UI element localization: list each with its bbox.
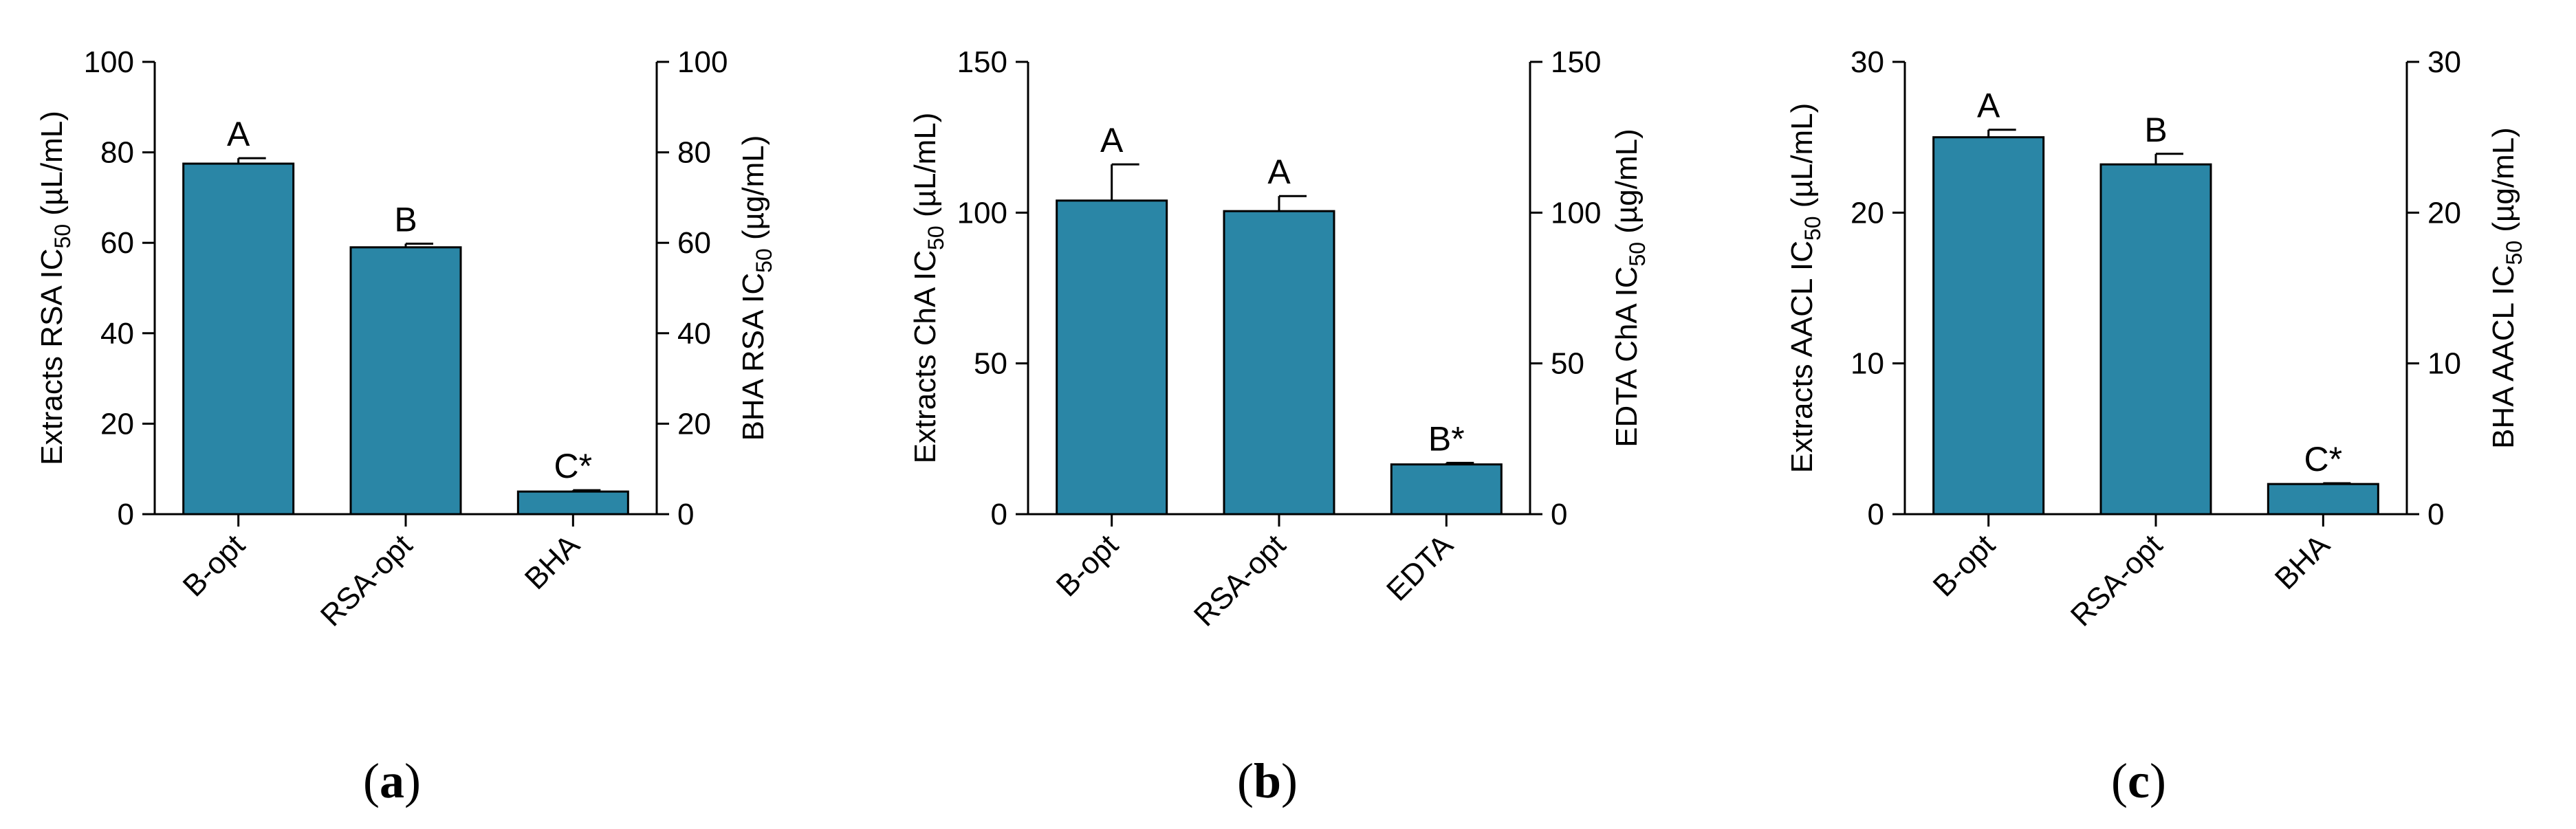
y-tick-label-left: 0	[991, 498, 1007, 531]
y-axis-title-left-unit: (µL/mL)	[35, 111, 69, 224]
y-axis-title-right-unit: (µg/mL)	[1610, 129, 1644, 242]
y-tick-label-right: 20	[2427, 196, 2461, 230]
y-tick-label-left: 30	[1851, 45, 1884, 79]
y-axis-title-right-subscript: 50	[1625, 242, 1650, 267]
y-tick-label-right: 50	[1551, 347, 1584, 381]
y-tick-label-right: 30	[2427, 45, 2461, 79]
y-axis-title-left: Extracts RSA IC50 (µL/mL)	[35, 111, 75, 465]
y-tick-label-left: 60	[100, 226, 134, 260]
panel-label-letter: a	[380, 753, 404, 808]
y-tick-label-right: 0	[2427, 498, 2444, 531]
panel-label-open: (	[1237, 753, 1254, 808]
panel-label-open: (	[363, 753, 380, 808]
significance-label: A	[227, 115, 250, 153]
chart-panel-a: 0 0 20 20 40 40 60 60 80 80 100 100 A B-opt B RSA-opt C*…	[35, 45, 776, 808]
bar-bha	[2267, 483, 2379, 516]
y-tick-label-right: 0	[677, 498, 694, 531]
bar-rsa-opt	[349, 246, 462, 516]
bar-rsa-opt	[2099, 163, 2212, 516]
y-axis-title-right-subscript: 50	[752, 248, 776, 273]
y-axis-title-right: EDTA ChA IC50 (µg/mL)	[1610, 129, 1650, 447]
significance-label: B*	[1428, 419, 1465, 458]
category-label: B-opt	[1927, 528, 2002, 603]
panel-label-letter: c	[2128, 753, 2150, 808]
y-axis-title-left-main: Extracts RSA IC	[35, 248, 69, 465]
y-axis-title-right: BHA AACL IC50 (µg/mL)	[2487, 127, 2526, 449]
panel-label: (b)	[1237, 753, 1298, 808]
y-axis-title-left: Extracts ChA IC50 (µL/mL)	[908, 113, 948, 464]
significance-label: C*	[2304, 440, 2343, 478]
y-axis-title-left: Extracts AACL IC50 (µL/mL)	[1785, 103, 1825, 474]
y-axis-title-right-main: BHA RSA IC	[736, 273, 770, 441]
y-tick-label-right: 100	[677, 45, 728, 79]
panel-label: (c)	[2111, 753, 2166, 808]
category-label: B-opt	[1050, 528, 1125, 603]
y-axis-title-right-unit: (µg/mL)	[736, 135, 770, 249]
y-axis-title-left-subscript: 50	[1800, 216, 1825, 241]
y-tick-label-right: 100	[1551, 196, 1601, 230]
y-tick-label-right: 150	[1551, 45, 1601, 79]
chart-panel-b: 0 0 50 50 100 100 150 150 A B-opt A RSA-opt B* EDTA Ex…	[908, 45, 1650, 808]
y-axis-title-right-main: EDTA ChA IC	[1610, 267, 1644, 447]
category-label: EDTA	[1380, 528, 1460, 608]
y-axis-title-right: BHA RSA IC50 (µg/mL)	[736, 135, 776, 441]
category-label: RSA-opt	[314, 528, 419, 632]
bar-edta	[1390, 463, 1503, 516]
bar-b-opt	[1056, 199, 1168, 516]
y-axis-title-left-subscript: 50	[924, 225, 948, 250]
panel-label-letter: b	[1254, 753, 1281, 808]
y-axis-title-left-unit: (µL/mL)	[1785, 103, 1819, 217]
y-tick-label-left: 40	[100, 317, 134, 351]
significance-label: A	[1100, 121, 1124, 159]
y-axis-title-left-subscript: 50	[50, 224, 75, 249]
y-tick-label-left: 0	[1868, 498, 1884, 531]
panel-label-close: )	[1281, 753, 1298, 808]
y-tick-label-right: 0	[1551, 498, 1567, 531]
y-tick-label-left: 100	[957, 196, 1007, 230]
category-label: B-opt	[177, 528, 252, 603]
bar-rsa-opt	[1223, 210, 1335, 516]
significance-label: C*	[554, 447, 593, 485]
y-tick-label-left: 150	[957, 45, 1007, 79]
category-label: BHA	[519, 528, 587, 596]
y-tick-label-right: 60	[677, 226, 711, 260]
y-tick-label-right: 20	[677, 407, 711, 441]
panel-label: (a)	[363, 753, 421, 808]
category-label: RSA-opt	[2064, 528, 2169, 632]
y-tick-label-left: 100	[84, 45, 134, 79]
category-label: RSA-opt	[1188, 528, 1292, 632]
bar-b-opt	[1932, 136, 2045, 516]
significance-label: A	[1977, 87, 2000, 125]
y-axis-title-left-main: Extracts AACL IC	[1785, 241, 1819, 473]
y-tick-label-left: 80	[100, 136, 134, 170]
y-axis-title-right-unit: (µg/mL)	[2487, 127, 2520, 241]
y-axis-title-right-subscript: 50	[2502, 241, 2526, 265]
bar-bha	[516, 490, 629, 516]
y-tick-label-right: 40	[677, 317, 711, 351]
panel-label-close: )	[2150, 753, 2166, 808]
panel-label-close: )	[404, 753, 421, 808]
bar-b-opt	[182, 162, 295, 516]
y-tick-label-left: 20	[1851, 196, 1884, 230]
y-tick-label-left: 0	[118, 498, 134, 531]
y-tick-label-right: 10	[2427, 347, 2461, 381]
y-tick-label-right: 80	[677, 136, 711, 170]
y-axis-title-left-unit: (µL/mL)	[908, 113, 942, 226]
significance-label: B	[2144, 111, 2167, 149]
chart-panel-c: 0 0 10 10 20 20 30 30 A B-opt B RSA-opt C* BHA Extract…	[1785, 45, 2526, 808]
y-tick-label-left: 20	[100, 407, 134, 441]
significance-label: A	[1267, 153, 1291, 191]
significance-label: B	[394, 201, 417, 239]
category-label: BHA	[2269, 528, 2337, 596]
panel-label-open: (	[2111, 753, 2128, 808]
y-axis-title-left-main: Extracts ChA IC	[908, 250, 942, 464]
y-tick-label-left: 50	[974, 347, 1007, 381]
y-tick-label-left: 10	[1851, 347, 1884, 381]
y-axis-title-right-main: BHA AACL IC	[2487, 265, 2520, 448]
